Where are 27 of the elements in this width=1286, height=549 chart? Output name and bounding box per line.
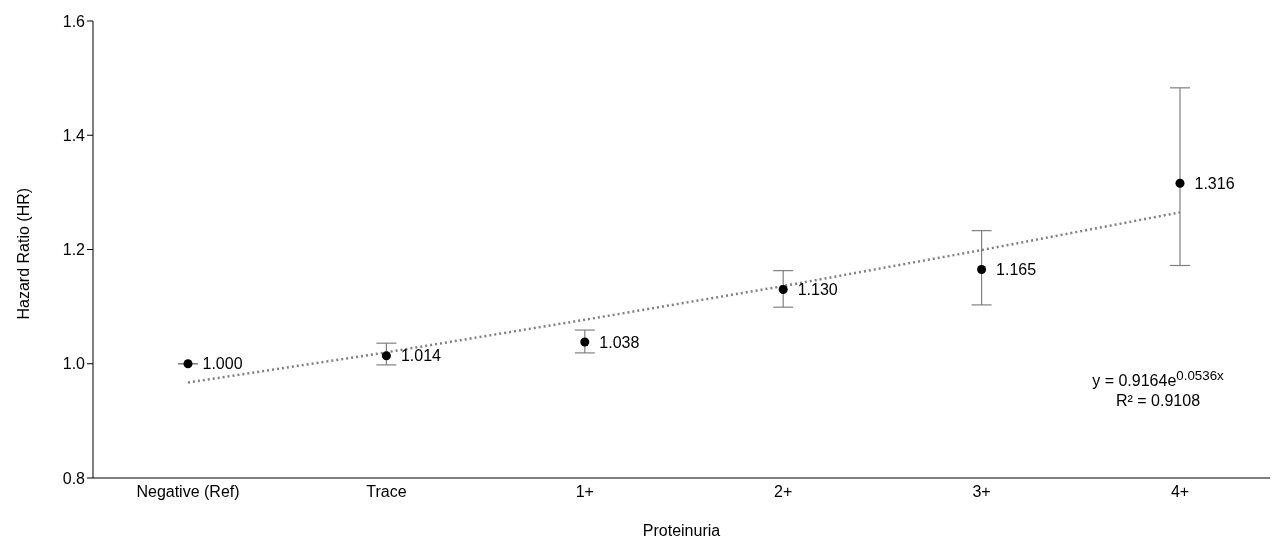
x-tick-label: 4+ <box>1170 483 1190 501</box>
point <box>977 264 987 274</box>
point <box>381 351 391 361</box>
data-label: 1.316 <box>1194 174 1235 192</box>
point <box>183 359 193 369</box>
x-tick-label: 2+ <box>774 483 793 501</box>
point <box>1175 178 1185 188</box>
y-tick-label: 1.2 <box>62 241 86 259</box>
x-axis-title: Proteinuria <box>642 522 721 539</box>
y-tick-label: 1.6 <box>62 12 86 30</box>
data-label: 1.038 <box>599 333 640 351</box>
x-tick-label: 1+ <box>575 483 594 501</box>
y-axis-title: Hazard Ratio (HR) <box>14 187 32 320</box>
y-tick-label: 0.8 <box>62 469 86 487</box>
x-tick-label: 3+ <box>972 483 991 501</box>
point <box>778 284 788 294</box>
y-tick-label: 1.4 <box>62 126 86 144</box>
y-tick-label: 1.0 <box>62 355 86 373</box>
data-label: 1.000 <box>202 355 243 373</box>
annotation: y = 0.9164e$^{0.0536x}$ <box>1091 367 1225 392</box>
data-label: 1.165 <box>996 261 1037 279</box>
data-label: 1.130 <box>797 281 838 299</box>
x-tick-label: Negative (Ref) <box>136 483 240 501</box>
annotation: R² = 0.9108 <box>1114 391 1202 412</box>
x-tick-label: Trace <box>366 483 407 501</box>
point <box>580 337 590 347</box>
data-label: 1.014 <box>400 347 442 365</box>
